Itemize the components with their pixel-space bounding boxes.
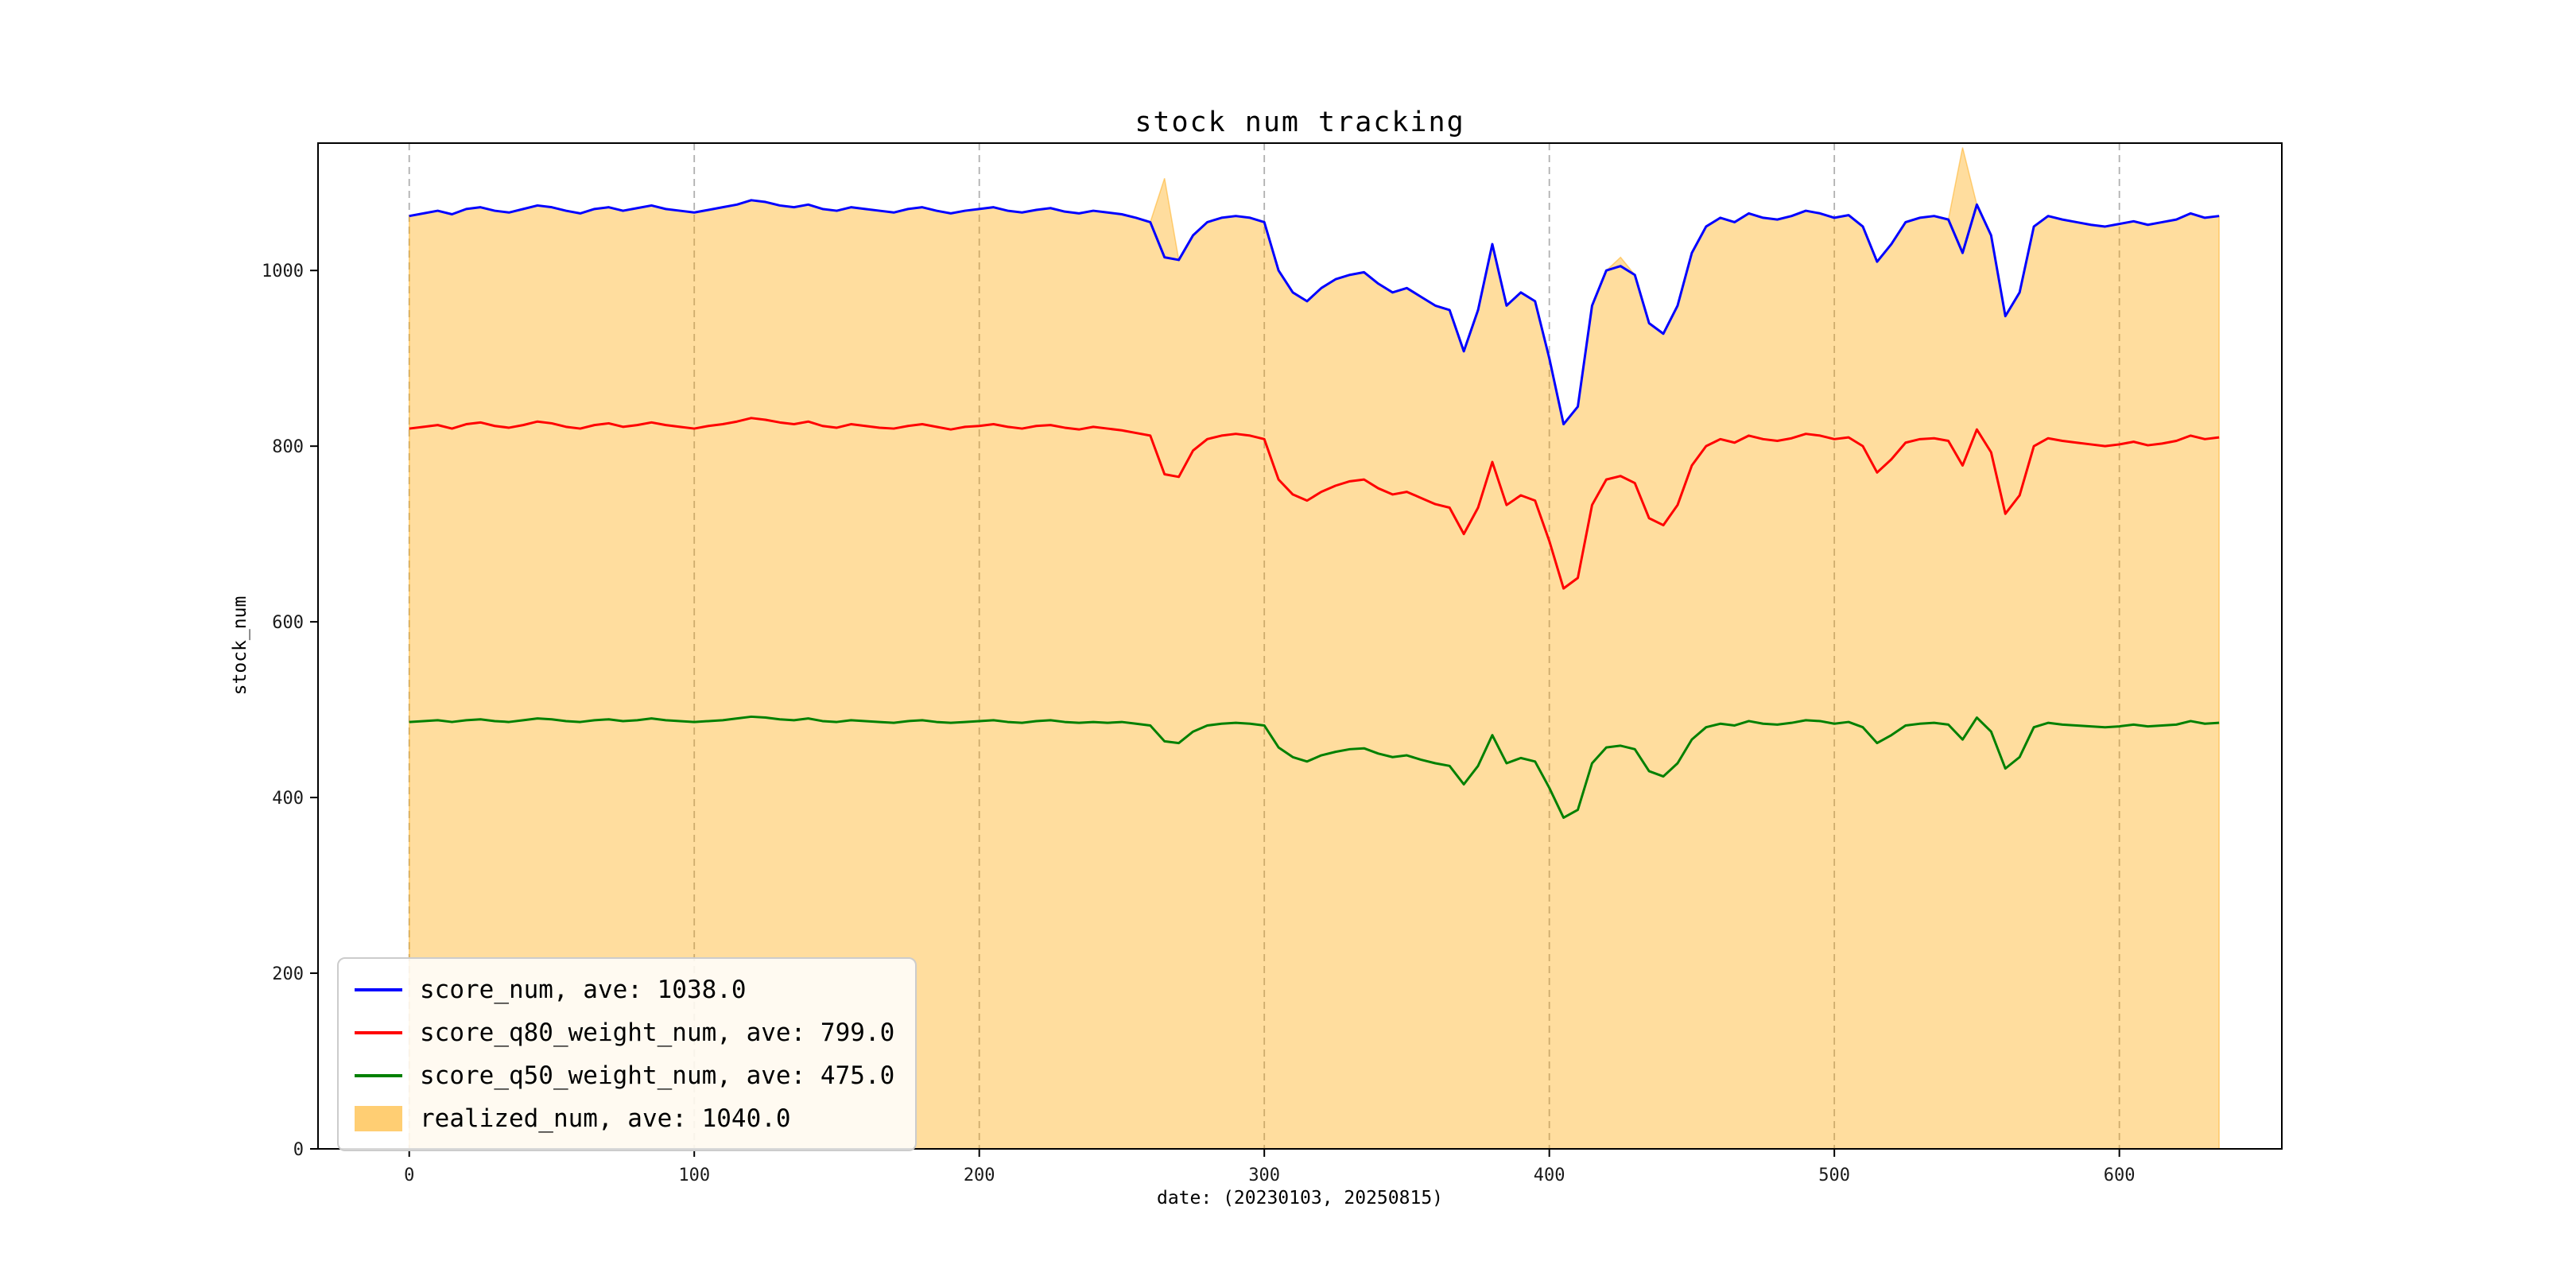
x-tick-label: 100 xyxy=(678,1166,710,1185)
legend-line-swatch xyxy=(355,1031,402,1034)
x-tick-label: 400 xyxy=(1534,1166,1565,1185)
legend-line-swatch xyxy=(355,988,402,991)
y-tick-label: 400 xyxy=(272,789,304,809)
y-axis-label: stock_num xyxy=(230,596,250,696)
y-tick-label: 200 xyxy=(272,964,304,984)
series-line-score_q80_weight_num xyxy=(409,417,2220,590)
legend-item-score_q80_weight_num: score_q80_weight_num, ave: 799.0 xyxy=(355,1013,894,1053)
x-tick-label: 300 xyxy=(1248,1166,1280,1185)
legend-label: score_num, ave: 1038.0 xyxy=(420,976,747,1004)
y-tick-label: 0 xyxy=(293,1140,304,1160)
series-line-score_q50_weight_num xyxy=(409,715,2220,819)
x-tick-label: 600 xyxy=(2104,1166,2136,1185)
legend: score_num, ave: 1038.0 score_q80_weight_n… xyxy=(337,957,918,1151)
series-line-score_num xyxy=(409,199,2220,426)
legend-label: score_q50_weight_num, ave: 475.0 xyxy=(420,1061,895,1090)
chart-title: stock num tracking xyxy=(1135,107,1465,138)
x-axis-label: date: (20230103, 20250815) xyxy=(1156,1188,1444,1208)
plot-border xyxy=(317,142,2283,1150)
y-tick-label: 800 xyxy=(272,437,304,457)
x-tick-label: 200 xyxy=(964,1166,995,1185)
y-tick-label: 600 xyxy=(272,613,304,633)
legend-label: realized_num, ave: 1040.0 xyxy=(420,1104,791,1133)
legend-item-score_q50_weight_num: score_q50_weight_num, ave: 475.0 xyxy=(355,1056,894,1096)
legend-line-swatch xyxy=(355,1074,402,1077)
legend-patch-swatch xyxy=(355,1106,402,1131)
y-tick-label: 1000 xyxy=(262,262,304,281)
legend-item-score_num: score_num, ave: 1038.0 xyxy=(355,970,894,1010)
x-tick-label: 500 xyxy=(1818,1166,1850,1185)
legend-item-realized_num: realized_num, ave: 1040.0 xyxy=(355,1099,894,1139)
x-tick-label: 0 xyxy=(404,1166,414,1185)
legend-label: score_q80_weight_num, ave: 799.0 xyxy=(420,1018,895,1047)
